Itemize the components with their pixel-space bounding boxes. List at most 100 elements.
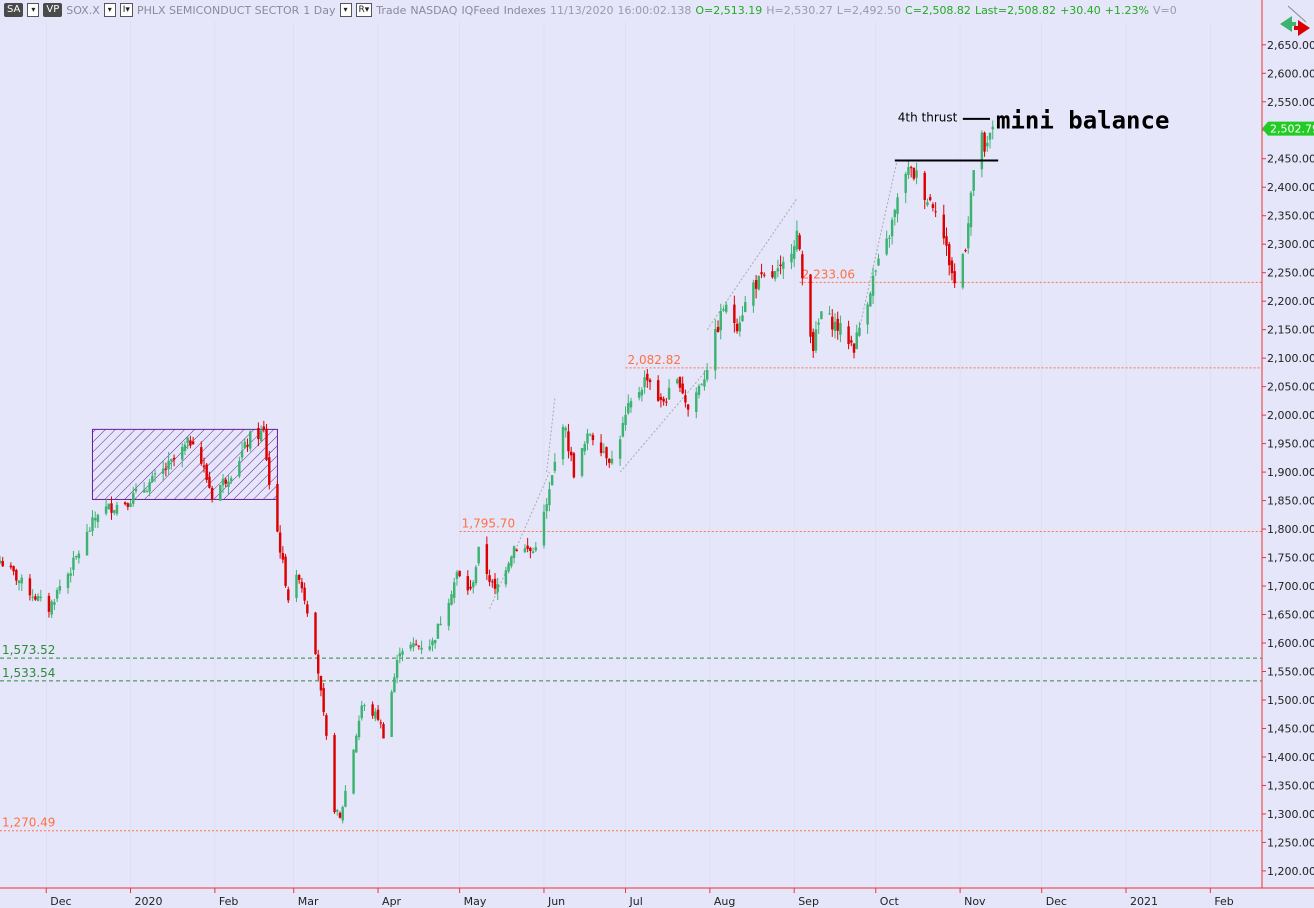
candle-up xyxy=(542,511,546,546)
candle-down xyxy=(316,654,320,674)
candle-down xyxy=(569,451,573,456)
candle-up xyxy=(926,202,929,206)
y-tick-label: 2,250.00 xyxy=(1267,267,1314,280)
candle-up xyxy=(436,623,440,639)
y-tick-label: 2,200.00 xyxy=(1267,295,1314,308)
candle-up xyxy=(341,806,344,821)
candle-up xyxy=(523,548,527,553)
candle-down xyxy=(458,570,461,577)
candle-up xyxy=(724,304,728,312)
candle-up xyxy=(773,271,777,279)
balance-lines xyxy=(894,117,999,162)
trend-line xyxy=(619,369,708,473)
x-tick-label: Aug xyxy=(714,895,735,908)
candle-down xyxy=(763,274,766,276)
candle-up xyxy=(548,489,551,506)
hatched-box xyxy=(91,428,278,500)
candle-down xyxy=(983,132,986,152)
candle-up xyxy=(107,503,111,510)
x-tick-label: Mar xyxy=(298,895,319,908)
candle-down xyxy=(798,235,801,250)
candle-up xyxy=(629,401,633,408)
candle-down xyxy=(338,812,342,818)
candle-down xyxy=(466,576,470,591)
candle-down xyxy=(659,396,663,400)
candle-up xyxy=(504,570,508,585)
candle-down xyxy=(928,197,932,201)
candle-down xyxy=(262,426,266,430)
indicator-button[interactable]: I▾ xyxy=(119,3,133,17)
nav-left-arrow-icon[interactable] xyxy=(1280,16,1296,32)
x-tick-label: Feb xyxy=(219,895,238,908)
candle-down xyxy=(126,503,130,507)
candle-up xyxy=(17,580,21,584)
candle-up xyxy=(722,309,725,311)
candle-up xyxy=(221,478,225,486)
instrument-name: PHLX SEMICONDUCT SECTOR xyxy=(136,3,300,17)
candle-up xyxy=(240,450,244,458)
candle-up xyxy=(186,437,189,444)
candle-up xyxy=(550,475,554,486)
category-label: Indexes xyxy=(503,3,547,17)
candle-up xyxy=(390,691,393,737)
x-axis[interactable]: Dec 2020 Feb Mar Apr May Jun Jul Aug Sep Oct Nov Dec… xyxy=(0,887,1314,908)
candle-up xyxy=(752,282,755,306)
candle-up xyxy=(782,261,785,269)
candle-up xyxy=(991,126,994,130)
y-tick-label: 2,000.00 xyxy=(1267,409,1314,422)
candle-up xyxy=(477,546,480,564)
candle-up xyxy=(357,720,361,738)
candle-up xyxy=(988,132,992,140)
candle-up xyxy=(401,651,404,655)
candle-up xyxy=(66,573,70,588)
vp-button[interactable]: VP xyxy=(43,3,63,17)
candle-up xyxy=(91,517,94,532)
candle-down xyxy=(34,596,37,600)
trend-lines xyxy=(489,158,899,610)
nav-right-arrow-icon[interactable] xyxy=(1294,20,1310,36)
candle-up xyxy=(640,389,644,396)
candle-up xyxy=(115,504,119,514)
sa-dropdown-arrow[interactable]: ▾ xyxy=(27,3,40,17)
candle-down xyxy=(281,553,285,560)
navigation-arrows[interactable] xyxy=(1280,5,1310,36)
candle-up xyxy=(132,493,135,504)
trend-line xyxy=(546,397,556,473)
r-button[interactable]: R▾ xyxy=(355,3,373,17)
candle-down xyxy=(665,401,668,403)
level-label: 2,233.06 xyxy=(802,267,855,281)
candle-up xyxy=(96,514,100,523)
candle-up xyxy=(153,473,157,475)
interval-label[interactable]: 1 Day xyxy=(303,3,336,17)
interval-dropdown-arrow[interactable]: ▾ xyxy=(339,3,352,17)
candle-up xyxy=(352,749,355,794)
candle-down xyxy=(276,483,279,532)
candle-up xyxy=(624,414,627,425)
candle-up xyxy=(510,556,513,567)
candle-up xyxy=(776,268,780,272)
candle-up xyxy=(907,167,910,175)
candle-up xyxy=(85,531,89,556)
candle-up xyxy=(534,547,538,551)
candle-up xyxy=(53,602,56,605)
sa-button[interactable]: SA xyxy=(4,3,24,17)
candle-up xyxy=(219,484,222,501)
candle-down xyxy=(529,547,532,552)
y-axis[interactable]: 1,200.00 1,250.00 1,300.00 1,350.00 1,400.00… xyxy=(1261,0,1314,888)
candle-up xyxy=(447,602,450,626)
candle-up xyxy=(621,422,625,437)
y-tick-label: 2,550.00 xyxy=(1267,96,1314,109)
candle-down xyxy=(812,332,815,351)
candle-down xyxy=(303,587,306,601)
candle-down xyxy=(268,457,271,485)
candle-down xyxy=(599,442,603,454)
candle-down xyxy=(662,398,665,402)
candle-up xyxy=(39,596,43,598)
candle-down xyxy=(202,465,206,468)
symbol-dropdown-arrow[interactable]: ▾ xyxy=(103,3,116,17)
symbol-label[interactable]: SOX.X xyxy=(66,3,100,17)
candle-up xyxy=(170,459,173,462)
candle-up xyxy=(395,659,399,678)
y-tick-label: 1,850.00 xyxy=(1267,495,1314,508)
